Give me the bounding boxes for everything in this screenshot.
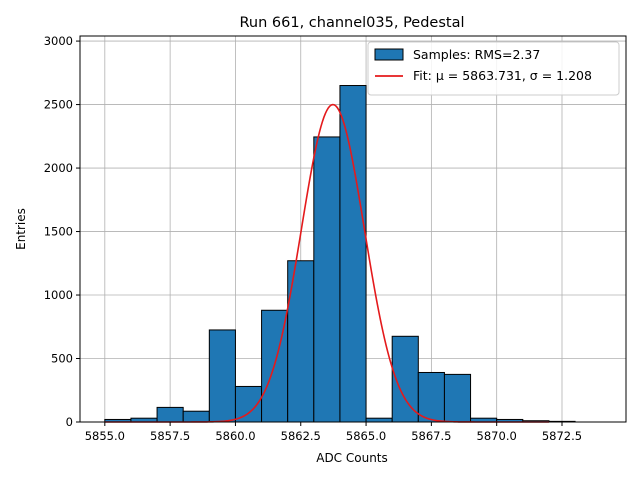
histogram-bar-9 xyxy=(339,85,367,423)
y-tick-label-4: 2000 xyxy=(44,161,73,175)
y-tick-label-1: 500 xyxy=(51,352,73,366)
x-tick-label-2: 5860.0 xyxy=(215,429,255,443)
x-tick-label-5: 5867.5 xyxy=(411,429,451,443)
histogram-bar-10 xyxy=(365,417,393,423)
legend-box xyxy=(367,41,620,96)
y-tick-label-6: 3000 xyxy=(44,34,73,48)
histogram-bar-2 xyxy=(156,406,184,423)
chart-title: Run 661, channel035, Pedestal xyxy=(239,15,464,31)
x-tick-label-1: 5857.5 xyxy=(150,429,190,443)
axes-frame xyxy=(79,35,627,423)
legend: Samples: RMS=2.37 Fit: μ = 5863.731, σ =… xyxy=(367,41,620,96)
histogram-bar-12 xyxy=(417,371,445,423)
legend-fit-label: Fit: μ = 5863.731, σ = 1.208 xyxy=(413,68,592,83)
legend-samples-label: Samples: RMS=2.37 xyxy=(413,47,540,62)
y-tick-label-3: 1500 xyxy=(44,225,73,239)
y-tick-label-0: 0 xyxy=(66,415,73,429)
x-tick-label-4: 5865.0 xyxy=(346,429,386,443)
histogram-bar-3 xyxy=(182,410,210,423)
x-tick-label-7: 5872.5 xyxy=(542,429,582,443)
y-axis-ticks: 0 500 1000 1500 2000 2500 3000 xyxy=(44,34,80,429)
x-tick-label-0: 5855.0 xyxy=(85,429,125,443)
histogram-bar-8 xyxy=(313,136,341,423)
y-axis-label: Entries xyxy=(14,208,28,250)
histogram-bars xyxy=(104,85,576,423)
histogram-bar-13 xyxy=(443,373,472,423)
y-tick-label-2: 1000 xyxy=(44,288,73,302)
legend-samples-patch xyxy=(374,48,404,61)
histogram-bar-4 xyxy=(208,329,236,423)
x-tick-label-6: 5870.0 xyxy=(477,429,517,443)
x-axis-ticks: 5855.0 5857.5 5860.0 5862.5 5865.0 5867.5 5870… xyxy=(85,422,582,443)
x-axis-label: ADC Counts xyxy=(316,451,388,465)
x-tick-label-3: 5862.5 xyxy=(281,429,321,443)
y-tick-label-5: 2500 xyxy=(44,98,73,112)
